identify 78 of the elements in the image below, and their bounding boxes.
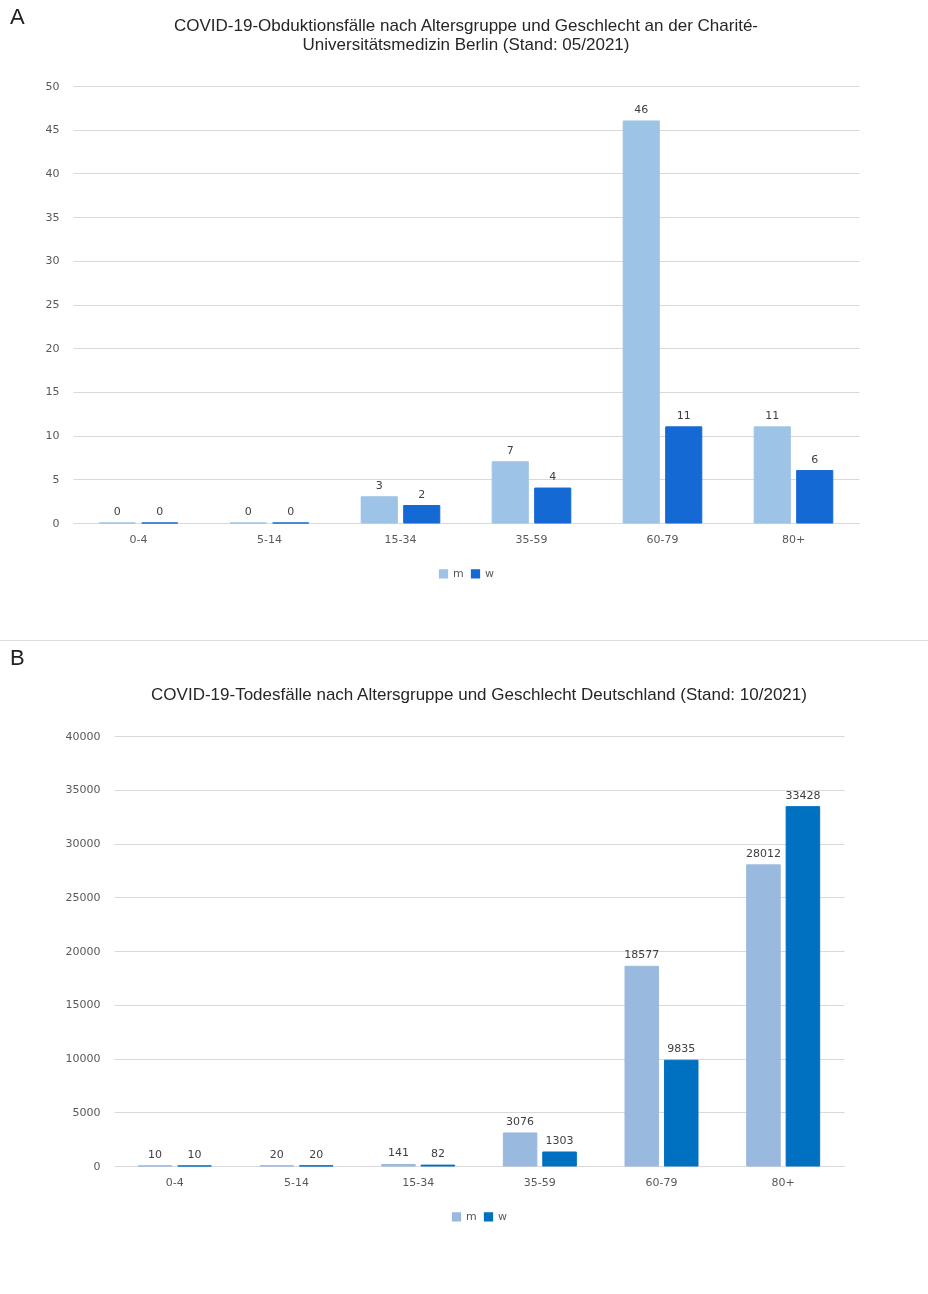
data-label: 0	[113, 505, 121, 518]
y-tick-label: 30000	[65, 837, 101, 850]
data-label: 33428	[785, 788, 821, 802]
chart-title: COVID-19-Todesfälle nach Altersgruppe und Geschlecht Deutschland (Stand: 10/2021)	[151, 685, 807, 704]
data-label: 0	[156, 505, 164, 518]
x-tick-label: 0-4	[129, 532, 148, 546]
y-tick-label: 10000	[65, 1052, 101, 1065]
y-tick-label: 25	[45, 298, 60, 311]
bar	[624, 965, 660, 1167]
x-tick-label: 60-79	[645, 1175, 678, 1189]
x-tick-label: 0-4	[165, 1175, 184, 1189]
bar	[360, 496, 398, 524]
x-tick-label: 15-34	[402, 1175, 435, 1189]
y-tick-label: 35	[45, 210, 60, 224]
x-tick-label: 5-14	[257, 532, 282, 546]
data-label: 7	[506, 443, 514, 457]
data-label: 4	[549, 470, 557, 484]
legend-label: m	[466, 1209, 477, 1223]
data-label: 3076	[506, 1114, 535, 1128]
chart-title: COVID-19-Obduktionsfälle nach Altersgruppe und Geschlecht an der Charité-Universitätsmedizin Berlin (Stand: 05/2021)	[174, 16, 758, 54]
y-tick-label: 20000	[65, 944, 101, 958]
data-label: 82	[430, 1147, 445, 1161]
y-tick-label: 25000	[65, 890, 101, 904]
bar	[622, 120, 660, 524]
bar	[753, 426, 791, 524]
data-label: 2	[418, 487, 426, 501]
data-label: 20	[309, 1147, 324, 1161]
data-label: 0	[287, 505, 295, 518]
bar	[785, 806, 821, 1167]
x-tick-label: 80+	[781, 532, 806, 546]
legend-label: w	[485, 566, 494, 580]
y-tick-label: 30	[45, 254, 60, 268]
bar	[665, 426, 703, 524]
y-tick-label: 50	[45, 79, 60, 93]
y-tick-label: 5000	[72, 1105, 101, 1119]
y-tick-label: 0	[52, 516, 60, 530]
bar	[542, 1151, 577, 1167]
x-tick-label: 35-59	[523, 1175, 556, 1189]
data-label: 9835	[667, 1042, 696, 1056]
x-tick-label: 80+	[771, 1175, 795, 1189]
data-label: 141	[387, 1146, 409, 1160]
y-tick-label: 0	[93, 1159, 101, 1173]
bar	[534, 487, 572, 524]
y-tick-label: 15000	[65, 998, 101, 1012]
data-label: 10	[148, 1147, 163, 1161]
x-tick-label: 5-14	[284, 1175, 309, 1189]
legend-label: m	[453, 566, 464, 580]
y-tick-label: 5	[52, 472, 60, 486]
data-label: 11	[676, 408, 691, 422]
data-label: 6	[811, 452, 819, 466]
x-tick-label: 60-79	[646, 532, 679, 546]
y-tick-label: 40	[45, 166, 60, 180]
y-tick-label: 15	[45, 385, 60, 399]
data-label: 20	[269, 1147, 284, 1161]
bar	[491, 461, 529, 524]
data-label: 3	[375, 478, 383, 492]
bar	[746, 864, 781, 1167]
x-tick-label: 35-59	[515, 532, 548, 546]
data-label: 46	[634, 102, 649, 116]
y-tick-label: 40000	[65, 729, 101, 743]
bar	[796, 470, 834, 524]
data-label: 11	[765, 408, 780, 422]
x-tick-label: 15-34	[384, 532, 417, 546]
data-label: 1303	[545, 1133, 574, 1147]
data-label: 10	[187, 1147, 202, 1161]
data-label: 28012	[745, 846, 781, 860]
y-tick-label: 35000	[65, 783, 101, 797]
text: A	[10, 4, 25, 30]
y-tick-label: 10	[45, 429, 60, 443]
y-tick-label: 45	[45, 123, 60, 137]
bar	[502, 1132, 538, 1167]
data-label: 18577	[624, 948, 660, 962]
legend-label: w	[498, 1209, 507, 1223]
data-label: 0	[244, 505, 252, 518]
bar	[403, 505, 441, 524]
bar	[663, 1059, 699, 1167]
text: B	[10, 645, 25, 671]
y-tick-label: 20	[45, 341, 60, 355]
